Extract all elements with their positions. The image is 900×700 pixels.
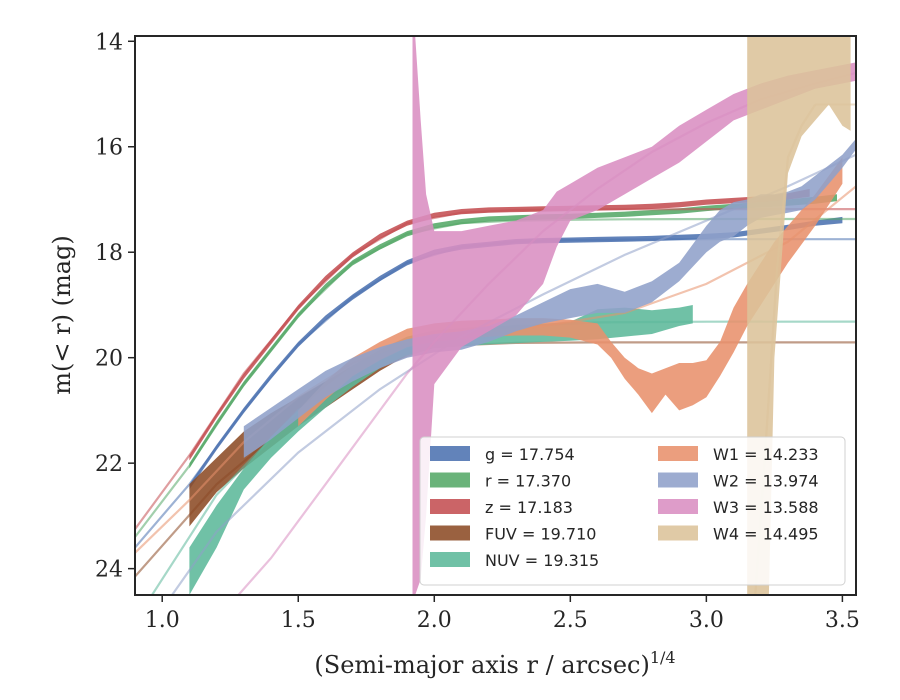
legend-label-w1: W1 = 14.233 <box>713 445 819 464</box>
x-tick-label: 2.5 <box>553 608 588 633</box>
legend-label-w3: W3 = 13.588 <box>713 498 819 517</box>
plot-frame <box>134 35 857 596</box>
legend-swatch-fuv <box>430 525 470 541</box>
y-tick-label: 16 <box>95 136 123 161</box>
legend-swatch-w4 <box>658 525 698 541</box>
legend-swatch-w1 <box>658 446 698 461</box>
legend-swatch-nuv <box>430 552 470 567</box>
legend-label-nuv: NUV = 19.315 <box>485 551 599 570</box>
y-axis: 14 16 18 20 22 24 <box>95 30 135 583</box>
x-tick-label: 1.0 <box>145 608 180 633</box>
x-axis: 1.0 1.5 2.0 2.5 3.0 3.5 <box>145 595 860 633</box>
x-tick-label: 3.5 <box>825 608 860 633</box>
x-tick-label: 2.0 <box>417 608 452 633</box>
legend-swatch-g <box>430 446 470 461</box>
legend-swatch-w3 <box>658 499 698 514</box>
legend-label-r: r = 17.370 <box>485 472 571 491</box>
y-tick-label: 24 <box>95 558 123 583</box>
model-curve-w3 <box>237 71 856 595</box>
x-axis-label: (Semi-major axis r / arcsec)1/4 <box>314 648 675 679</box>
x-axis-label-text: (Semi-major axis r / arcsec) <box>314 651 649 679</box>
legend-box <box>419 436 846 586</box>
y-tick-label: 22 <box>95 452 123 477</box>
band-w3 <box>412 36 856 595</box>
band-w4 <box>747 36 851 595</box>
x-tick-label: 3.0 <box>689 608 724 633</box>
legend-label-w2: W2 = 13.974 <box>713 472 819 491</box>
x-axis-label-superscript: 1/4 <box>650 648 676 667</box>
legend: g = 17.754 r = 17.370 z = 17.183 FUV = 19.7… <box>419 436 846 586</box>
legend-label-w4: W4 = 14.495 <box>713 525 819 544</box>
y-axis-label: m(< r) (mag) <box>48 235 76 394</box>
legend-swatch-r <box>430 472 470 488</box>
legend-label-g: g = 17.754 <box>485 445 575 464</box>
legend-label-fuv: FUV = 19.710 <box>485 525 596 544</box>
legend-swatch-z <box>430 499 470 514</box>
y-tick-label: 18 <box>95 241 123 266</box>
band-nuv <box>189 305 693 595</box>
y-tick-label: 20 <box>95 347 123 372</box>
legend-label-z: z = 17.183 <box>485 498 573 517</box>
legend-swatch-w2 <box>658 472 698 488</box>
x-tick-label: 1.5 <box>281 608 316 633</box>
y-tick-label: 14 <box>95 30 123 55</box>
